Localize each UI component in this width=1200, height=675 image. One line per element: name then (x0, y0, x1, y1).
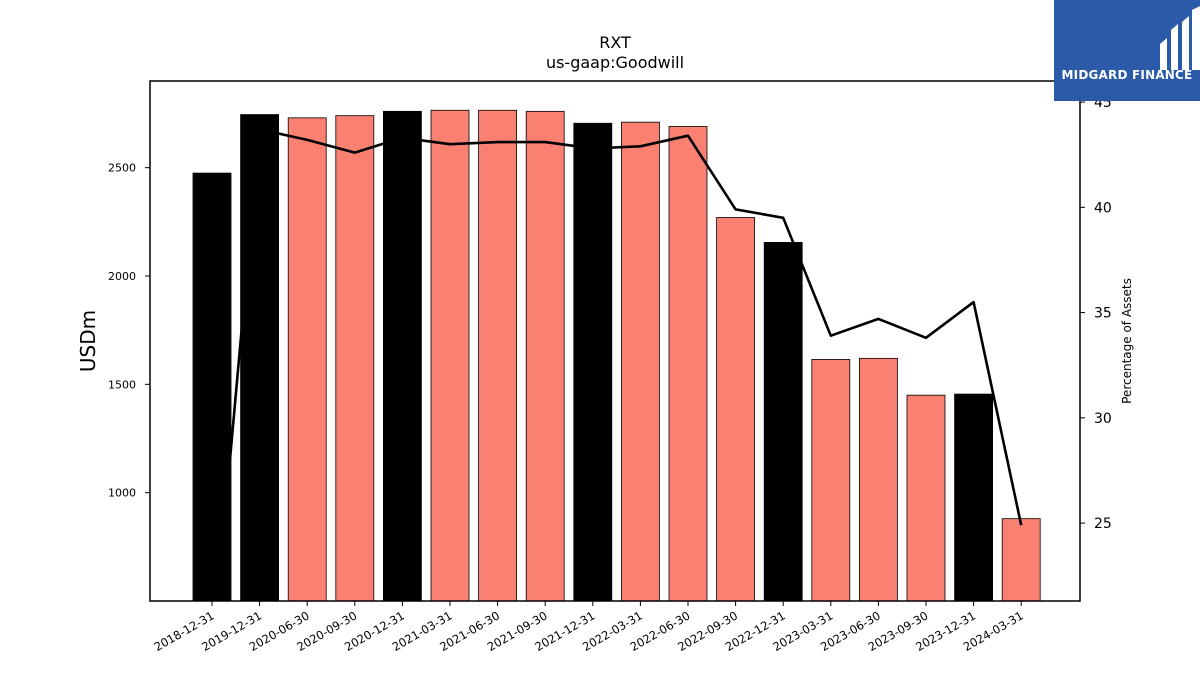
bar-2020-12-31 (382, 110, 422, 602)
chart-subtitle: us-gaap:Goodwill (546, 53, 684, 72)
plot-frame (149, 80, 1081, 602)
bar-2023-09-30 (906, 394, 946, 602)
bar-2019-12-31 (240, 114, 280, 602)
y2-tick-label: 40 (1094, 200, 1112, 216)
bar-2022-03-31 (621, 121, 660, 602)
y2-tick-label: 30 (1094, 411, 1112, 427)
bar-2018-12-31 (192, 172, 232, 602)
bar-2023-06-30 (859, 357, 898, 602)
y2-axis-label: Percentage of Assets (1120, 278, 1134, 404)
bar-2021-09-30 (525, 110, 565, 602)
y-tick-label: 1500 (108, 378, 136, 391)
midgard-finance-logo: MIDGARD FINANCE (1054, 0, 1200, 101)
y-tick-label: 1000 (108, 487, 136, 500)
bar-2021-03-31 (430, 109, 470, 602)
y2-tick-label: 25 (1094, 516, 1112, 532)
y-tick-label: 2500 (108, 162, 136, 175)
y-tick-label: 2000 (108, 270, 136, 283)
chart-title: RXT (599, 33, 631, 52)
bar-2022-12-31 (763, 242, 803, 602)
percentage-of-assets-line (215, 128, 1023, 601)
logo-mark-icon (1160, 6, 1200, 70)
bar-2020-09-30 (335, 115, 375, 602)
bar-2022-06-30 (668, 126, 708, 602)
bar-2021-12-31 (573, 122, 613, 602)
bar-2023-03-31 (811, 359, 851, 602)
y2-tick-label: 35 (1094, 306, 1112, 322)
bar-2023-12-31 (954, 393, 993, 602)
y-axis-label: USDm (76, 310, 100, 372)
bar-2022-09-30 (716, 217, 755, 602)
bar-2020-06-30 (287, 117, 327, 602)
bar-2021-06-30 (478, 109, 518, 602)
bar-2024-03-31 (1001, 518, 1041, 602)
logo-text: MIDGARD FINANCE (1061, 68, 1193, 82)
